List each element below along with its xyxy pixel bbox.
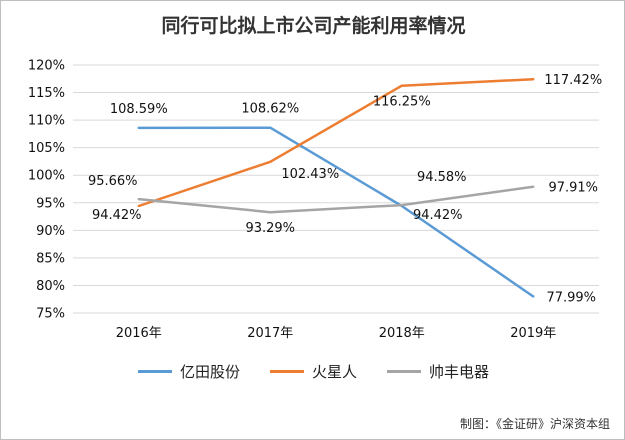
- data-point: [269, 160, 272, 164]
- legend-label-yitian: 亿田股份: [179, 363, 240, 381]
- chart-title: 同行可比拟上市公司产能利用率情况: [161, 15, 466, 37]
- series-line-2: [138, 185, 534, 214]
- data-label: 94.42%: [413, 208, 463, 223]
- y-tick-label: 80%: [36, 279, 65, 294]
- legend-label-huoxingren: 火星人: [311, 363, 357, 381]
- data-label: 94.58%: [417, 170, 467, 185]
- legend: 亿田股份 火星人 帅丰电器: [1, 361, 624, 382]
- legend-swatch-yitian: [137, 370, 172, 373]
- data-point: [269, 211, 272, 214]
- data-label: 97.91%: [548, 181, 598, 196]
- y-tick-label: 120%: [28, 59, 65, 74]
- data-label: 117.42%: [544, 73, 602, 88]
- x-tick-label: 2017年: [247, 326, 293, 341]
- y-tick-label: 115%: [28, 86, 65, 101]
- y-tick-label: 105%: [28, 141, 65, 156]
- data-label: 108.59%: [110, 102, 168, 117]
- data-label: 93.29%: [245, 221, 295, 236]
- data-point: [532, 185, 535, 188]
- data-point: [400, 203, 403, 207]
- x-tick-label: 2019年: [510, 326, 556, 341]
- data-point: [532, 295, 535, 298]
- series-line-0: [138, 126, 535, 298]
- series-line-1: [138, 77, 534, 208]
- x-axis-ticks: 2016年 2017年 2018年 2019年: [116, 326, 557, 341]
- series-lines: [137, 77, 535, 298]
- data-label: 108.62%: [241, 102, 299, 117]
- data-labels: 108.59% 108.62% 94.42% 77.99% 94.42% 102.43% 1…: [88, 73, 602, 305]
- y-tick-label: 100%: [28, 169, 65, 184]
- x-tick-label: 2018年: [379, 326, 425, 341]
- data-label: 102.43%: [281, 167, 339, 182]
- legend-item-shuaifeng: 帅丰电器: [387, 361, 489, 382]
- legend-item-huoxingren: 火星人: [269, 361, 357, 382]
- data-label: 77.99%: [546, 291, 596, 306]
- y-tick-label: 90%: [36, 224, 65, 239]
- data-label: 95.66%: [88, 174, 138, 189]
- legend-item-yitian: 亿田股份: [137, 361, 240, 382]
- data-point: [137, 204, 140, 208]
- data-point: [137, 197, 140, 201]
- y-tick-label: 110%: [28, 114, 65, 129]
- y-tick-label: 75%: [36, 307, 65, 322]
- legend-label-shuaifeng: 帅丰电器: [429, 363, 490, 381]
- gridlines: [73, 64, 599, 314]
- data-point: [269, 126, 272, 129]
- data-label: 116.25%: [373, 95, 431, 110]
- legend-swatch-shuaifeng: [387, 370, 421, 373]
- data-label: 94.42%: [92, 208, 142, 223]
- data-point: [137, 126, 140, 130]
- x-tick-label: 2016年: [116, 326, 162, 341]
- source-note: 制图：《金证研》沪深资本组: [459, 417, 610, 431]
- legend-swatch-huoxingren: [269, 370, 304, 373]
- y-axis-ticks: 75% 80% 85% 90% 95% 100% 105% 110% 115% 120%: [28, 59, 65, 322]
- y-tick-label: 95%: [36, 196, 65, 211]
- y-tick-label: 85%: [36, 251, 65, 266]
- data-point: [532, 78, 535, 81]
- data-point: [400, 84, 403, 87]
